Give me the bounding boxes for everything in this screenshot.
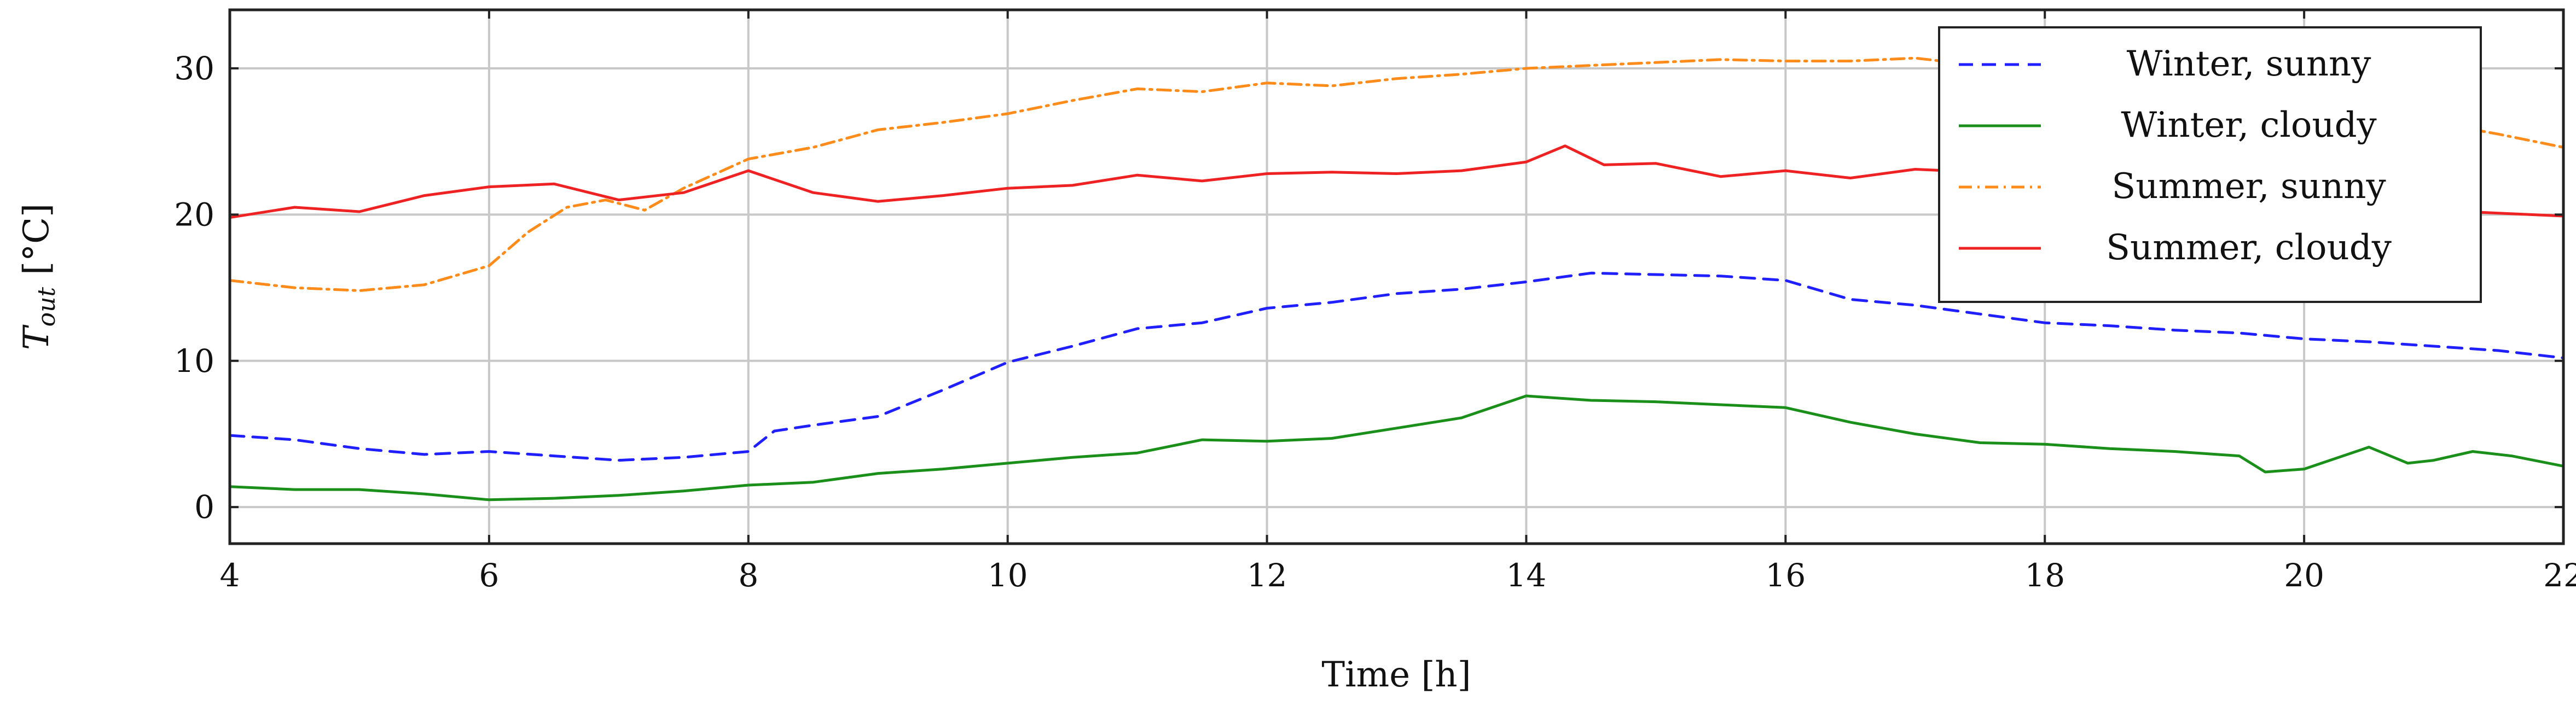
x-tick-label: 10 [988, 557, 1028, 594]
legend-label-winter-sunny: Winter, sunny [2127, 44, 2371, 84]
x-tick-label: 12 [1247, 557, 1287, 594]
y-tick-label: 30 [174, 50, 214, 87]
axis-ticks: 4 6 8 10 12 14 16 18 20 22 0 10 20 30 [174, 10, 2576, 594]
x-tick-label: 8 [738, 557, 758, 594]
x-tick-label: 4 [220, 557, 240, 594]
legend-entries: Winter, sunny Winter, cloudy Summer, sunny… [1959, 44, 2392, 268]
y-tick-label: 0 [194, 488, 214, 526]
legend-label-summer-cloudy: Summer, cloudy [2106, 228, 2392, 268]
x-tick-label: 20 [2284, 557, 2324, 594]
x-tick-label: 18 [2024, 557, 2065, 594]
y-axis-title: Tout [°C] [16, 203, 61, 350]
plot-frame [228, 8, 2565, 545]
svg-text:Tout[°C]: Tout [°C] [16, 203, 61, 350]
x-tick-label: 16 [1765, 557, 1806, 594]
y-axis-title-unit: [°C] [16, 203, 57, 275]
x-axis-title: Time [h] [1321, 655, 1471, 695]
series-line-winter-cloudy [228, 394, 2565, 502]
y-axis-title-subscript: out [33, 287, 61, 327]
legend-label-winter-cloudy: Winter, cloudy [2121, 105, 2376, 145]
legend-label-summer-sunny: Summer, sunny [2111, 166, 2386, 207]
y-tick-label: 10 [174, 342, 214, 380]
x-tick-label: 14 [1506, 557, 1547, 594]
y-axis-title-symbol: T [16, 324, 57, 350]
y-tick-label: 20 [174, 196, 214, 233]
legend: Winter, sunny Winter, cloudy Summer, sunny… [1938, 26, 2482, 303]
legend-box [1938, 26, 2482, 303]
series-line-winter-sunny [228, 271, 2565, 462]
x-tick-label: 22 [2543, 557, 2576, 594]
x-tick-label: 6 [479, 557, 499, 594]
